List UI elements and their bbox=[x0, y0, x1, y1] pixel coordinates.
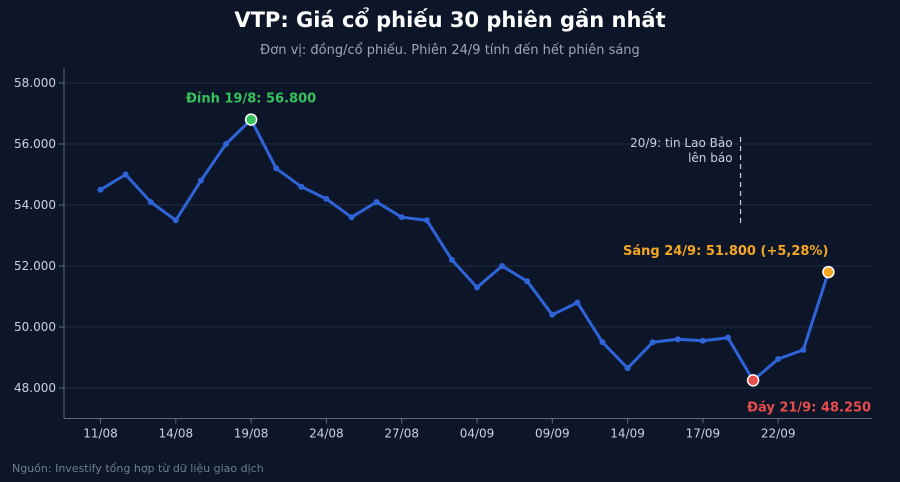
data-point bbox=[474, 284, 480, 291]
data-point bbox=[649, 339, 656, 346]
data-point bbox=[298, 183, 305, 190]
x-tick-label: 04/09 bbox=[460, 427, 495, 441]
y-tick-label: 54.000 bbox=[14, 198, 56, 212]
latest-point bbox=[822, 265, 835, 279]
latest-label: Sáng 24/9: 51.800 (+5,28%) bbox=[623, 244, 828, 259]
data-point bbox=[223, 141, 229, 147]
data-point bbox=[448, 256, 455, 263]
chart-subtitle: Đơn vị: đồng/cổ phiếu. Phiên 24/9 tính đ… bbox=[260, 43, 640, 58]
x-tick-label: 27/08 bbox=[384, 427, 419, 441]
price-line bbox=[99, 118, 830, 382]
data-point bbox=[122, 171, 129, 178]
x-tick-label: 11/08 bbox=[83, 427, 118, 441]
data-point bbox=[172, 217, 179, 224]
grid-layer bbox=[64, 82, 872, 389]
data-point bbox=[549, 311, 556, 318]
data-point bbox=[624, 365, 631, 372]
data-point bbox=[674, 336, 681, 343]
y-tick-label: 52.000 bbox=[14, 259, 56, 273]
axis-layer: 48.000 50.000 52.000 54.000 56.000 58.000 11/0… bbox=[14, 67, 872, 441]
data-point bbox=[97, 186, 104, 193]
data-point bbox=[800, 346, 807, 353]
data-point bbox=[599, 339, 606, 346]
y-tick-label: 48.000 bbox=[14, 381, 56, 395]
data-point bbox=[574, 299, 581, 306]
data-point bbox=[373, 198, 380, 205]
data-point bbox=[499, 263, 506, 269]
data-point bbox=[323, 195, 330, 202]
series-layer bbox=[97, 118, 830, 382]
event-label-line1: 20/9: tin Lao Bảo bbox=[630, 136, 732, 150]
event-label-line2: lên báo bbox=[688, 151, 732, 165]
y-tick-label: 56.000 bbox=[14, 137, 56, 151]
x-tick-label: 09/09 bbox=[535, 427, 570, 441]
peak-point bbox=[244, 113, 258, 126]
source-note: Nguồn: Investify tổng hợp từ dữ liệu gia… bbox=[12, 462, 264, 475]
x-tick-label: 17/09 bbox=[686, 427, 721, 441]
y-tick-label: 58.000 bbox=[14, 76, 56, 90]
chart-title: VTP: Giá cổ phiếu 30 phiên gần nhất bbox=[234, 8, 666, 32]
data-point bbox=[398, 214, 405, 221]
data-point bbox=[725, 334, 731, 341]
peak-label: Đỉnh 19/8: 56.800 bbox=[186, 92, 316, 107]
x-tick-label: 19/08 bbox=[234, 427, 269, 441]
x-tick-label: 14/09 bbox=[610, 427, 645, 441]
data-point bbox=[423, 217, 430, 224]
trough-label: Đáy 21/9: 48.250 bbox=[747, 400, 871, 415]
x-tick-label: 14/08 bbox=[159, 427, 194, 441]
data-point bbox=[273, 165, 280, 172]
data-point bbox=[699, 337, 706, 344]
annotation-layer: Đỉnh 19/8: 56.800 Đáy 21/9: 48.250 Sáng 24… bbox=[186, 92, 871, 416]
data-point bbox=[147, 198, 154, 205]
x-tick-label: 22/09 bbox=[761, 427, 796, 441]
trough-point bbox=[746, 374, 760, 387]
data-point bbox=[348, 214, 355, 221]
y-tick-label: 50.000 bbox=[14, 320, 56, 334]
data-point bbox=[524, 278, 531, 285]
data-point bbox=[197, 177, 204, 184]
data-point bbox=[775, 356, 782, 363]
x-tick-label: 24/08 bbox=[309, 427, 344, 441]
